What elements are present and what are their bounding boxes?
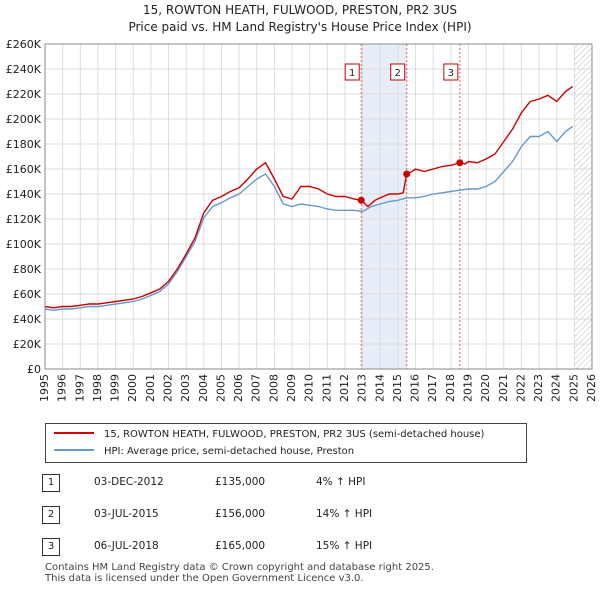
transaction-marker-box xyxy=(390,63,406,81)
legend-swatch-hpi xyxy=(54,449,94,451)
chart-legend: 15, ROWTON HEATH, FULWOOD, PRESTON, PR2 … xyxy=(45,423,527,463)
transaction-point xyxy=(403,170,411,178)
x-tick-label: 2023 xyxy=(532,374,545,402)
x-tick-label: 2017 xyxy=(426,374,439,402)
table-row: 2 03-JUL-2015 £156,000 14% ↑ HPI xyxy=(42,506,462,524)
row-hpi: 15% ↑ HPI xyxy=(316,540,373,552)
title-line-1: 15, ROWTON HEATH, FULWOOD, PRESTON, PR2 … xyxy=(142,3,458,17)
x-tick-label: 2000 xyxy=(126,374,139,402)
transaction-point xyxy=(357,196,365,204)
x-tick-label: 2001 xyxy=(144,374,157,402)
y-tick-label: £180K xyxy=(6,138,42,151)
x-tick-label: 2020 xyxy=(479,374,492,402)
table-row: 3 06-JUL-2018 £165,000 15% ↑ HPI xyxy=(42,538,462,556)
row-date: 03-DEC-2012 xyxy=(94,476,164,488)
y-tick-label: £260K xyxy=(6,38,42,51)
x-tick-label: 2022 xyxy=(514,374,527,402)
x-tick-label: 2025 xyxy=(567,374,580,402)
title-line-2: Price paid vs. HM Land Registry's House … xyxy=(128,20,472,34)
y-tick-label: £220K xyxy=(6,88,42,101)
footer-line-2: This data is licensed under the Open Gov… xyxy=(45,573,364,584)
legend-item-property: 15, ROWTON HEATH, FULWOOD, PRESTON, PR2 … xyxy=(54,427,484,443)
row-date: 06-JUL-2018 xyxy=(94,540,159,552)
chart-title: 15, ROWTON HEATH, FULWOOD, PRESTON, PR2 … xyxy=(0,2,600,36)
y-tick-label: £120K xyxy=(6,213,42,226)
x-tick-label: 2007 xyxy=(250,374,263,402)
x-tick-label: 2011 xyxy=(320,374,333,402)
y-tick-label: £160K xyxy=(6,163,42,176)
y-tick-label: £40K xyxy=(13,313,42,326)
x-tick-label: 2013 xyxy=(356,374,369,402)
x-tick-label: 2016 xyxy=(409,374,422,402)
x-tick-label: 1998 xyxy=(91,374,104,402)
y-tick-label: £20K xyxy=(13,338,42,351)
x-tick-label: 2021 xyxy=(497,374,510,402)
footer-line-1: Contains HM Land Registry data © Crown c… xyxy=(45,562,434,573)
legend-label-property: 15, ROWTON HEATH, FULWOOD, PRESTON, PR2 … xyxy=(104,429,485,440)
x-tick-label: 2015 xyxy=(391,374,404,402)
series-line-hpi xyxy=(44,125,574,312)
transaction-marker-label: 1 xyxy=(349,68,355,79)
transaction-marker-label: 3 xyxy=(448,68,454,79)
x-tick-label: 2003 xyxy=(179,374,192,402)
row-marker: 3 xyxy=(42,538,60,556)
x-tick-label: 2024 xyxy=(550,374,563,402)
x-tick-label: 2006 xyxy=(232,374,245,402)
table-row: 1 03-DEC-2012 £135,000 4% ↑ HPI xyxy=(42,474,462,492)
plot-frame xyxy=(44,43,593,370)
x-tick-label: 2002 xyxy=(162,374,175,402)
y-tick-label: £140K xyxy=(6,188,42,201)
x-tick-label: 2026 xyxy=(585,374,598,402)
legend-item-hpi: HPI: Average price, semi-detached house,… xyxy=(54,444,354,460)
x-tick-label: 1995 xyxy=(38,374,51,402)
row-price: £165,000 xyxy=(215,540,266,552)
row-marker: 2 xyxy=(42,506,60,524)
transaction-point xyxy=(456,159,464,167)
legend-swatch-property xyxy=(54,432,94,434)
y-tick-label: £240K xyxy=(6,63,42,76)
row-price: £135,000 xyxy=(215,476,266,488)
y-tick-label: £100K xyxy=(6,238,42,251)
row-date: 03-JUL-2015 xyxy=(94,508,159,520)
footer-attribution: Contains HM Land Registry data © Crown c… xyxy=(45,562,434,584)
series-line-property xyxy=(44,85,574,309)
x-tick-label: 2008 xyxy=(267,374,280,402)
row-hpi: 14% ↑ HPI xyxy=(316,508,373,520)
x-tick-label: 2009 xyxy=(285,374,298,402)
row-hpi: 4% ↑ HPI xyxy=(316,476,366,488)
x-tick-label: 1997 xyxy=(73,374,86,402)
price-chart: £0 £20K £40K £60K £80K £100K £120K £140K £160K £1… xyxy=(6,38,598,402)
x-tick-label: 2005 xyxy=(214,374,227,402)
transaction-marker-label: 2 xyxy=(395,68,401,79)
y-tick-label: £80K xyxy=(13,263,42,276)
x-tick-label: 1996 xyxy=(56,374,69,402)
row-marker: 1 xyxy=(42,474,60,492)
y-tick-label: £0 xyxy=(27,363,41,376)
x-tick-label: 2014 xyxy=(373,374,386,402)
x-tick-label: 2010 xyxy=(303,374,316,402)
transaction-marker-box xyxy=(443,63,459,81)
transaction-marker-box xyxy=(344,63,360,81)
x-tick-label: 1999 xyxy=(109,374,122,402)
x-tick-label: 2004 xyxy=(197,374,210,402)
x-tick-label: 2019 xyxy=(461,374,474,402)
x-tick-label: 2018 xyxy=(444,374,457,402)
y-tick-label: £60K xyxy=(13,288,42,301)
x-tick-label: 2012 xyxy=(338,374,351,402)
legend-label-hpi: HPI: Average price, semi-detached house,… xyxy=(104,446,355,457)
forecast-region xyxy=(574,44,592,369)
y-tick-label: £200K xyxy=(6,113,42,126)
row-price: £156,000 xyxy=(215,508,266,520)
